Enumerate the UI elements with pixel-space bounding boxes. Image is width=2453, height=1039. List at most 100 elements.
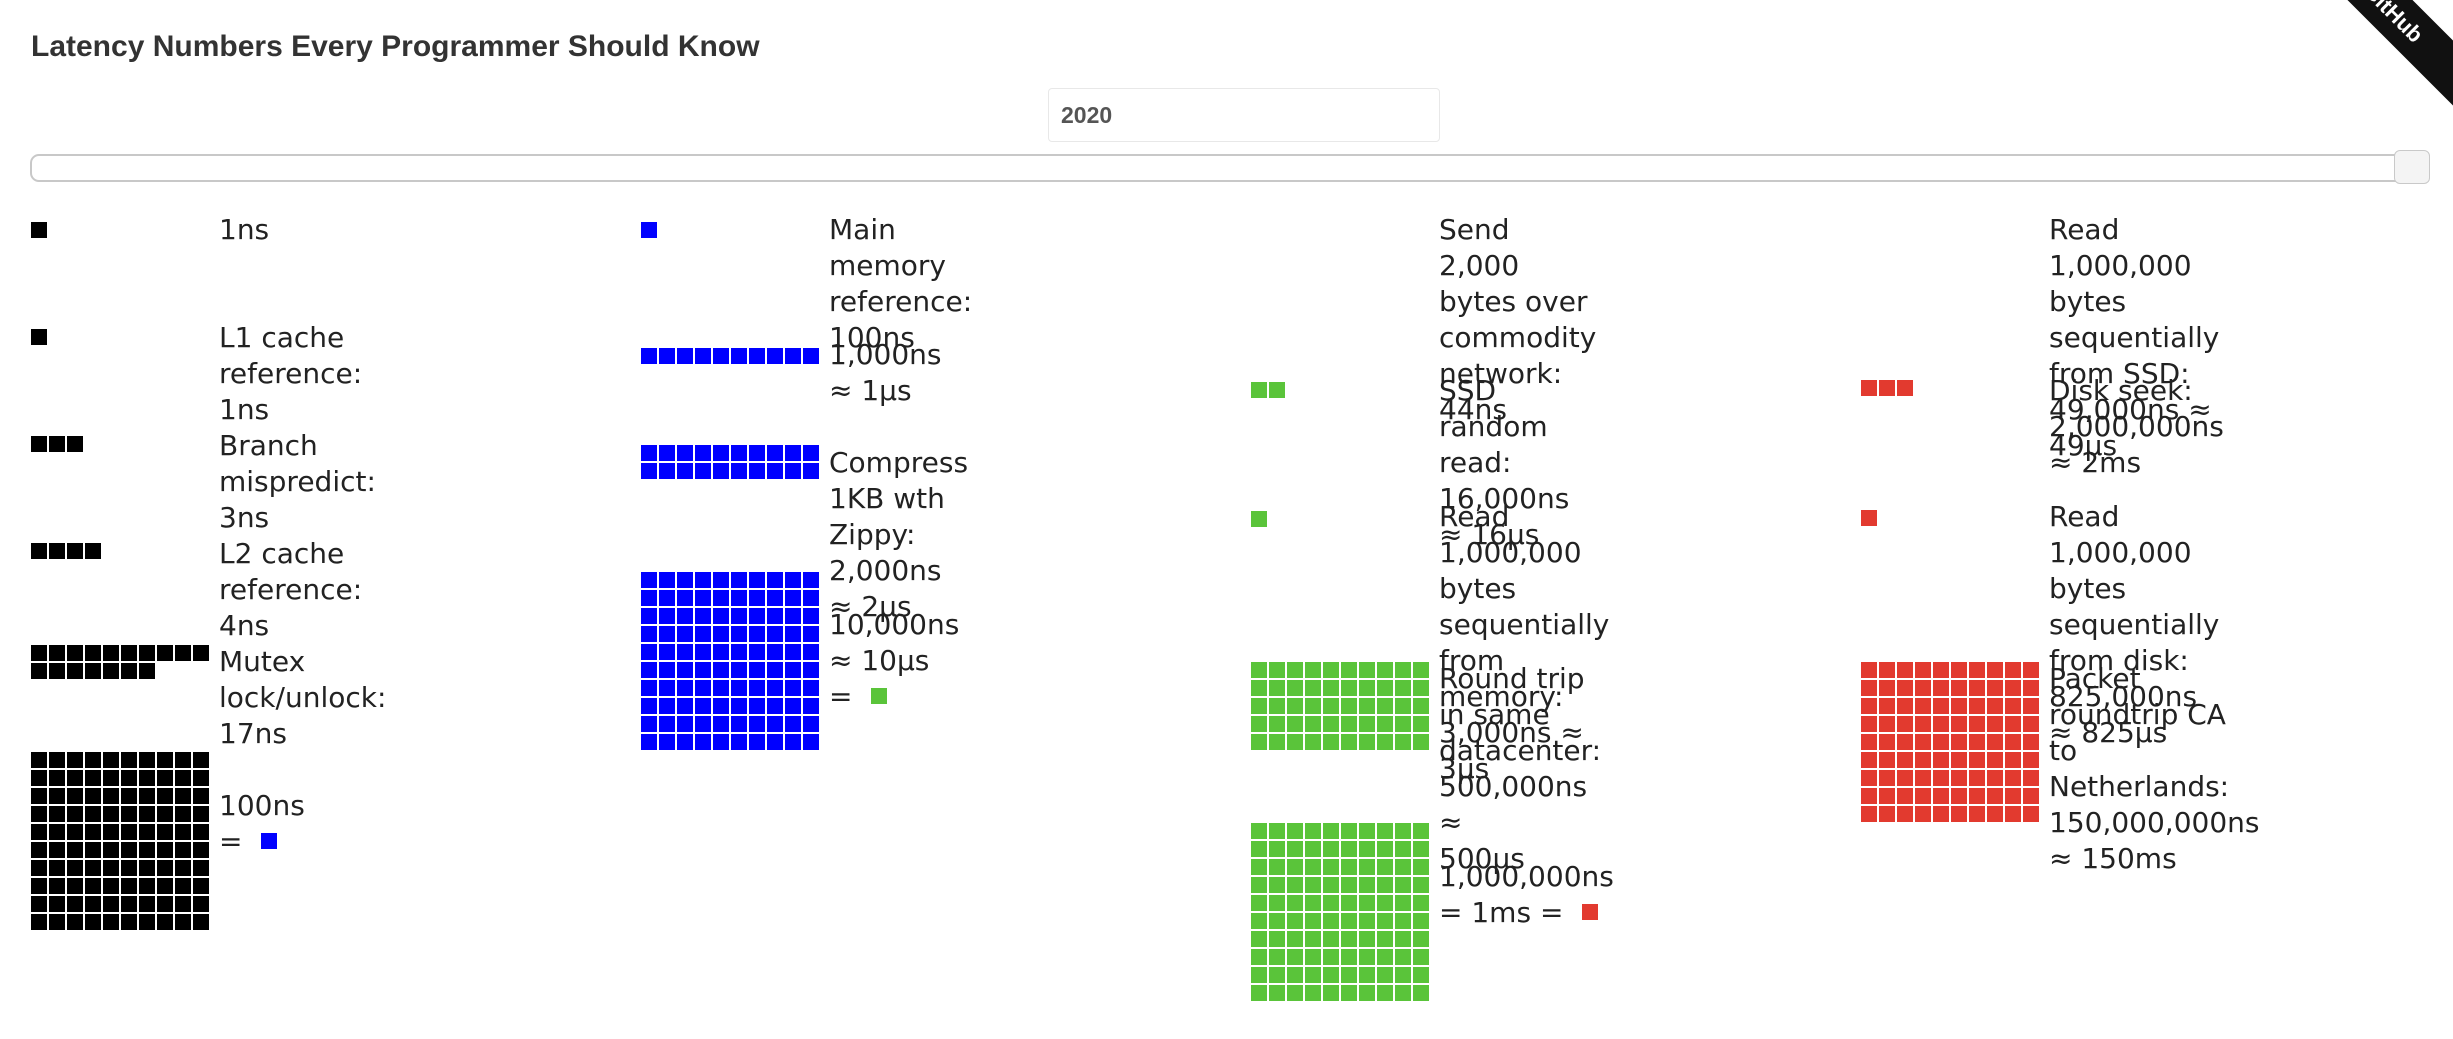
latency-block xyxy=(1287,841,1303,857)
latency-block xyxy=(731,608,747,624)
latency-block xyxy=(157,752,173,768)
latency-block xyxy=(677,734,693,750)
latency-block xyxy=(103,842,119,858)
latency-block xyxy=(1951,770,1967,786)
latency-block xyxy=(1377,680,1393,696)
latency-block xyxy=(1933,698,1949,714)
latency-block xyxy=(1341,716,1357,732)
latency-block xyxy=(2005,662,2021,678)
latency-block xyxy=(785,348,801,364)
year-label: 2020 xyxy=(1061,102,1113,128)
blocks-l1-cache xyxy=(31,329,209,345)
latency-block xyxy=(2005,716,2021,732)
latency-block xyxy=(157,770,173,786)
latency-block xyxy=(1305,841,1321,857)
latency-block xyxy=(641,662,657,678)
label-l1-cache: L1 cache reference: 1ns xyxy=(219,321,363,426)
latency-block xyxy=(49,663,65,679)
latency-block xyxy=(31,914,47,930)
latency-block xyxy=(1413,859,1429,875)
latency-block xyxy=(1933,662,1949,678)
latency-block xyxy=(659,716,675,732)
latency-block xyxy=(175,896,191,912)
latency-block xyxy=(1341,877,1357,893)
latency-block xyxy=(677,644,693,660)
latency-block xyxy=(695,716,711,732)
latency-block xyxy=(713,716,729,732)
latency-block xyxy=(1969,680,1985,696)
latency-block xyxy=(1359,985,1375,1001)
latency-block xyxy=(1359,895,1375,911)
year-slider-handle[interactable] xyxy=(2394,150,2430,184)
latency-block xyxy=(49,752,65,768)
latency-block xyxy=(731,734,747,750)
latency-block xyxy=(1269,841,1285,857)
year-slider-track[interactable] xyxy=(30,154,2430,182)
latency-block xyxy=(713,698,729,714)
latency-block xyxy=(1933,770,1949,786)
latency-block xyxy=(2023,716,2039,732)
latency-block xyxy=(139,663,155,679)
latency-block xyxy=(1377,734,1393,750)
latency-block xyxy=(103,896,119,912)
blocks-main-memory xyxy=(641,222,819,238)
latency-block xyxy=(1251,913,1267,929)
blocks-branch-mispredict xyxy=(31,436,209,452)
latency-block xyxy=(1951,680,1967,696)
latency-block xyxy=(749,734,765,750)
github-ribbon[interactable]: GitHub xyxy=(2333,0,2453,120)
latency-block xyxy=(1915,716,1931,732)
latency-block xyxy=(1413,913,1429,929)
latency-block xyxy=(121,878,137,894)
latency-block xyxy=(1413,716,1429,732)
latency-block xyxy=(2005,752,2021,768)
latency-block xyxy=(677,590,693,606)
latency-block xyxy=(1879,806,1895,822)
latency-block xyxy=(1359,967,1375,983)
latency-block xyxy=(731,680,747,696)
latency-block xyxy=(193,824,209,840)
latency-block xyxy=(749,590,765,606)
latency-block xyxy=(1287,967,1303,983)
latency-block xyxy=(67,752,83,768)
latency-block xyxy=(1395,841,1411,857)
latency-block xyxy=(659,626,675,642)
latency-block xyxy=(1341,967,1357,983)
latency-block xyxy=(2023,788,2039,804)
latency-block xyxy=(1251,895,1267,911)
latency-block xyxy=(1951,734,1967,750)
latency-block xyxy=(31,896,47,912)
latency-block xyxy=(2023,734,2039,750)
latency-block xyxy=(121,824,137,840)
latency-block xyxy=(785,572,801,588)
label-ssd-random: SSD random read: 16,000ns ≈ 16μs xyxy=(1439,374,1570,551)
latency-block xyxy=(677,626,693,642)
latency-block xyxy=(1987,770,2003,786)
github-ribbon-label[interactable]: GitHub xyxy=(2333,0,2453,120)
latency-block xyxy=(1341,841,1357,857)
latency-block xyxy=(1359,859,1375,875)
latency-block xyxy=(1269,716,1285,732)
latency-block xyxy=(1915,680,1931,696)
latency-block xyxy=(767,644,783,660)
blocks-mutex xyxy=(31,645,209,679)
latency-block xyxy=(641,348,657,364)
year-display: 2020 xyxy=(1048,88,1440,142)
latency-block xyxy=(85,914,101,930)
latency-block xyxy=(713,348,729,364)
latency-block xyxy=(193,806,209,822)
latency-block xyxy=(677,572,693,588)
latency-block xyxy=(49,770,65,786)
latency-block xyxy=(1987,806,2003,822)
latency-block xyxy=(31,770,47,786)
latency-block xyxy=(695,590,711,606)
latency-block xyxy=(49,860,65,876)
latency-block xyxy=(1359,823,1375,839)
latency-block xyxy=(641,716,657,732)
latency-block xyxy=(695,698,711,714)
latency-block xyxy=(803,608,819,624)
latency-block xyxy=(1861,770,1877,786)
latency-block xyxy=(193,645,209,661)
latency-block xyxy=(1287,716,1303,732)
label-ssd-seq: Read 1,000,000 bytes sequentially from S… xyxy=(2049,213,2220,462)
